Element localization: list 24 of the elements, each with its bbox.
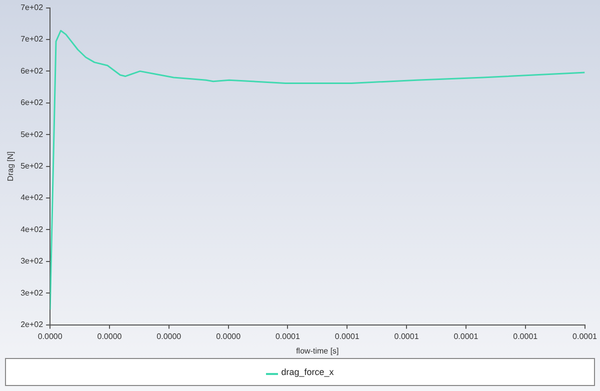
x-tick-label: 0.0000 [216, 332, 242, 341]
y-tick-label: 6e+02 [20, 98, 44, 108]
y-tick-label: 2e+02 [20, 320, 44, 330]
x-tick-label: 0.0001 [513, 332, 538, 341]
x-tick-label: 0.0001 [334, 332, 360, 341]
x-tick-label: 0.0001 [572, 332, 598, 341]
y-axis-title: Drag [N] [6, 151, 16, 182]
y-tick-label: 3e+02 [20, 288, 44, 298]
x-tick-label: 0.0000 [38, 332, 63, 341]
y-tick-label: 6e+02 [20, 66, 44, 76]
x-tick-label: 0.0001 [454, 332, 479, 341]
y-tick-label: 4e+02 [20, 193, 44, 202]
y-tick-label: 7e+02 [20, 3, 44, 12]
y-tick-label: 4e+02 [20, 224, 44, 234]
legend-label: drag_force_x [280, 367, 334, 377]
x-tick-label: 0.0000 [97, 332, 122, 341]
x-tick-label: 0.0001 [275, 332, 300, 341]
x-tick-label: 0.0000 [156, 332, 182, 341]
y-tick-label: 5e+02 [20, 162, 44, 171]
y-tick-label: 5e+02 [20, 130, 44, 139]
y-tick-label: 3e+02 [20, 256, 44, 266]
x-axis-title: flow-time [s] [296, 346, 339, 356]
y-tick-label: 7e+02 [20, 34, 44, 44]
x-tick-label: 0.0001 [394, 332, 420, 341]
